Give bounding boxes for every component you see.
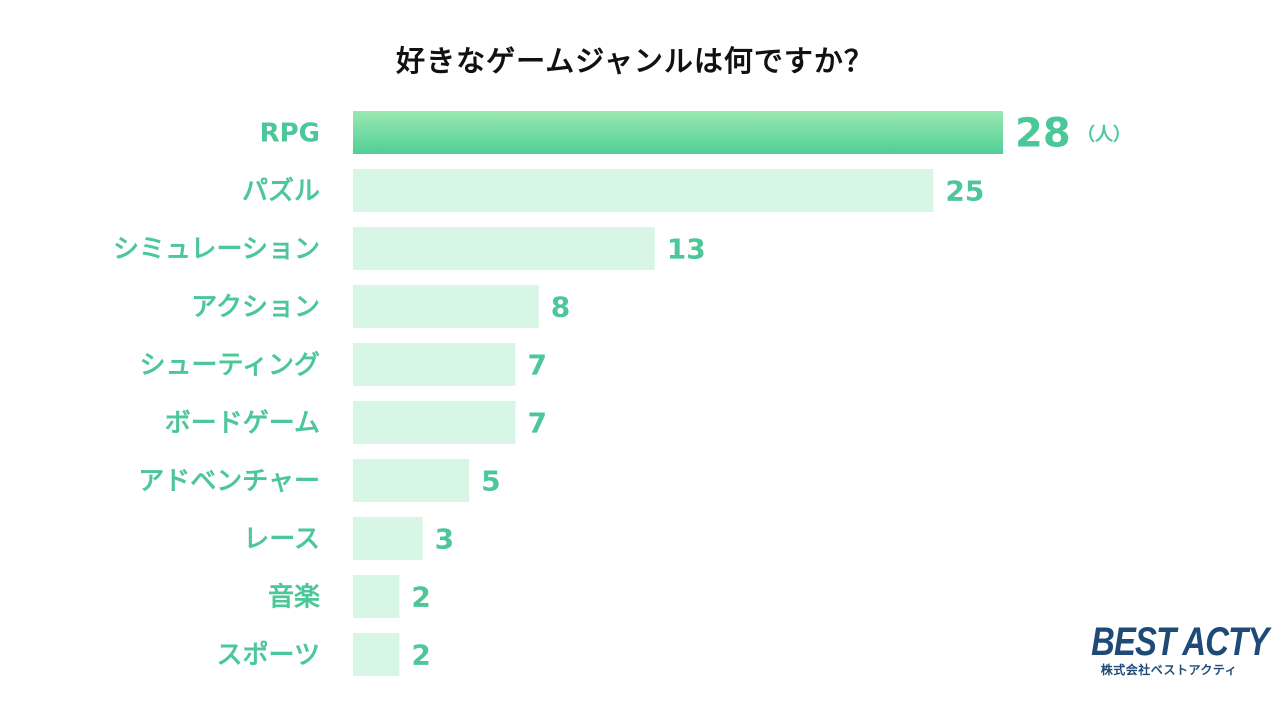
category-label-7: レース [243,525,320,555]
category-label-6: アドベンチャー [138,467,320,497]
value-label-2: 13 [667,233,706,266]
chart-title: 好きなゲームジャンルは何ですか？ [396,44,874,78]
bar-4 [353,343,516,386]
bar-1 [353,169,934,212]
bar-7 [353,517,423,560]
value-label-5: 7 [528,407,547,440]
value-label-4: 7 [528,349,547,382]
logo-wordmark: BEST ACTY [1091,620,1269,664]
bar-5 [353,401,516,444]
category-label-2: シミュレーション [113,235,320,265]
bars-group [353,111,1003,676]
bar-8 [353,575,400,618]
category-labels-group: RPG パズルシミュレーションアクションシューティングボードゲームアドベンチャーレ… [113,119,321,671]
category-label-5: ボードゲーム [165,409,320,439]
category-label-9: スポーツ [217,640,320,671]
category-label-3: アクション [191,293,320,323]
bar-2 [353,227,655,270]
bar-3 [353,285,539,328]
category-label-4: シューティング [140,351,320,381]
category-label-8: 音楽 [268,582,321,613]
value-label-0: 28 [1015,111,1071,157]
value-label-7: 3 [435,523,454,556]
value-label-9: 2 [411,639,430,672]
value-label-3: 8 [551,291,570,324]
value-label-8: 2 [411,581,430,614]
company-logo: BEST ACTY 株式会社ベストアクティ [1074,620,1269,678]
category-label-1: パズル [242,176,320,207]
bar-6 [353,459,470,502]
bar-9 [353,633,400,676]
unit-label: （人） [1077,125,1131,146]
logo-company-name: 株式会社ベストアクティ [1100,663,1238,677]
bar-0 [353,111,1003,154]
category-label-0: RPG [260,119,320,149]
value-label-1: 25 [945,175,984,208]
value-label-6: 5 [481,465,500,498]
